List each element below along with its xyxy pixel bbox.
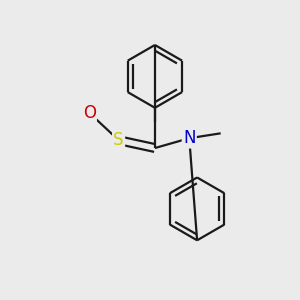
Text: S: S (113, 131, 124, 149)
Text: N: N (183, 129, 196, 147)
Text: O: O (82, 104, 96, 122)
